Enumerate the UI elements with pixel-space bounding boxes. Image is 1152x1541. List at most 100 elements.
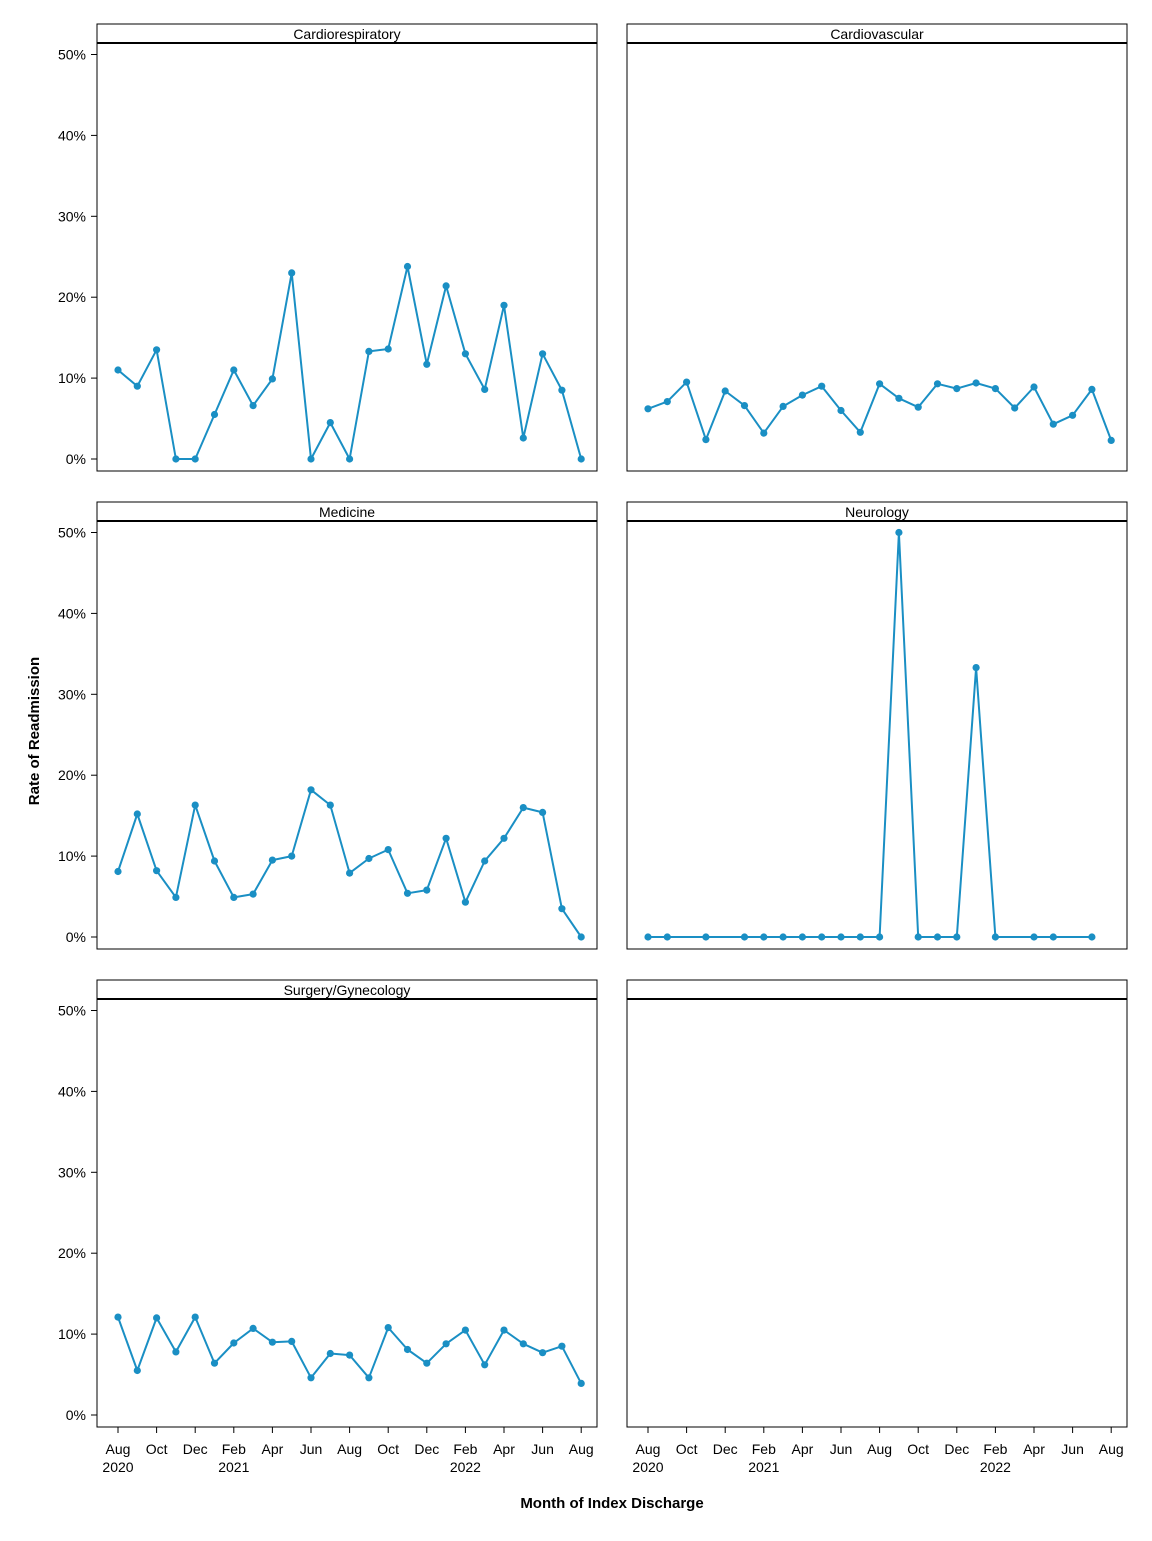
y-tick-label: 10% — [58, 370, 86, 386]
data-point — [133, 1366, 141, 1375]
data-point — [577, 933, 585, 941]
x-tick-label: Oct — [146, 1441, 168, 1457]
data-point — [423, 360, 431, 368]
data-point — [663, 933, 671, 941]
x-axis-title: Month of Index Discharge — [520, 1495, 703, 1512]
y-tick-label: 0% — [66, 929, 86, 945]
data-point — [876, 933, 884, 941]
x-tick-label: Feb — [983, 1441, 1007, 1457]
x-tick-label: Jun — [300, 1441, 323, 1457]
x-tick-label: Aug — [867, 1441, 892, 1457]
y-tick-label: 50% — [58, 1003, 86, 1019]
data-point — [442, 282, 450, 290]
panel-strip-label: Neurology — [845, 504, 909, 520]
panel-strip-label: Cardiovascular — [830, 26, 924, 42]
y-tick-label: 40% — [58, 605, 86, 621]
data-point — [326, 801, 334, 809]
data-point — [933, 380, 942, 388]
x-tick-label: Aug — [106, 1441, 131, 1457]
data-point — [1088, 385, 1096, 393]
data-point — [740, 933, 749, 941]
data-point — [914, 933, 922, 941]
data-point — [1088, 933, 1096, 941]
data-point — [326, 419, 334, 427]
data-point — [172, 893, 180, 902]
data-point — [991, 933, 1000, 941]
data-point — [172, 455, 180, 463]
data-point — [114, 366, 122, 374]
y-tick-label: 0% — [66, 1407, 86, 1423]
x-tick-year-label: 2021 — [748, 1459, 779, 1475]
y-tick-label: 40% — [58, 127, 86, 143]
panel-cardiorespiratory: Cardiorespiratory 0% 10% 20% 30% 40% 50% — [58, 23, 598, 472]
panel-strip-label: Cardiorespiratory — [293, 26, 400, 42]
data-point — [210, 1359, 219, 1367]
data-point — [914, 403, 922, 411]
data-point — [953, 933, 961, 941]
x-tick-label: Apr — [792, 1441, 814, 1457]
data-point — [519, 804, 527, 812]
data-point — [1107, 436, 1115, 444]
series-line — [117, 788, 583, 938]
x-tick-label: Aug — [636, 1441, 661, 1457]
data-point — [230, 1339, 238, 1347]
panel-strip-label: Surgery/Gynecology — [284, 982, 411, 998]
data-point — [288, 269, 296, 277]
data-point — [837, 406, 845, 415]
data-point — [721, 387, 729, 395]
data-point — [500, 1326, 508, 1334]
data-point — [779, 402, 787, 410]
data-point — [403, 1345, 412, 1354]
data-point — [500, 301, 508, 309]
data-point — [230, 366, 238, 374]
data-point — [702, 933, 710, 941]
data-point — [539, 1349, 547, 1357]
data-point — [663, 398, 671, 406]
panel-empty: Aug 2020 Oct Dec Feb 2021 Apr Jun Aug Oct Dec Feb 20… — [626, 979, 1128, 1475]
y-tick-label: 30% — [58, 686, 86, 702]
data-point — [972, 379, 980, 387]
panel-frame — [96, 23, 598, 472]
data-point — [191, 801, 199, 809]
x-tick-label: Dec — [414, 1441, 439, 1457]
data-point — [558, 1342, 566, 1350]
data-point — [798, 391, 807, 399]
data-point — [644, 933, 652, 941]
data-point — [153, 1314, 161, 1322]
y-tick-label: 50% — [58, 525, 86, 541]
data-point — [365, 854, 373, 863]
x-tick-label: Feb — [222, 1441, 246, 1457]
data-point — [953, 385, 961, 393]
data-point — [442, 1340, 450, 1348]
y-tick-label: 50% — [58, 47, 86, 63]
x-tick-year-label: 2020 — [632, 1459, 663, 1475]
data-point — [346, 1351, 354, 1359]
y-tick-label: 10% — [58, 848, 86, 864]
panel-strip-label: Medicine — [319, 504, 375, 520]
data-point — [172, 1348, 180, 1356]
data-point — [268, 1338, 276, 1346]
data-point — [365, 1374, 373, 1382]
data-point — [779, 933, 787, 941]
x-tick-label: Feb — [453, 1441, 477, 1457]
series-line — [117, 1316, 583, 1384]
data-point — [1011, 404, 1019, 412]
data-point — [210, 857, 219, 865]
x-tick-label: Feb — [752, 1441, 776, 1457]
panel-frame — [626, 979, 1128, 1428]
y-tick-label: 30% — [58, 208, 86, 224]
data-point — [307, 786, 315, 794]
data-point — [895, 394, 903, 402]
data-point — [539, 350, 547, 358]
x-tick-label: Jun — [531, 1441, 554, 1457]
data-point — [481, 1361, 489, 1369]
y-tick-label: 30% — [58, 1164, 86, 1180]
data-point — [760, 933, 768, 941]
data-point — [230, 893, 238, 902]
data-point — [114, 867, 122, 876]
x-tick-label: Oct — [676, 1441, 698, 1457]
x-tick-label: Dec — [713, 1441, 738, 1457]
data-point — [346, 455, 354, 463]
data-point — [558, 905, 566, 913]
